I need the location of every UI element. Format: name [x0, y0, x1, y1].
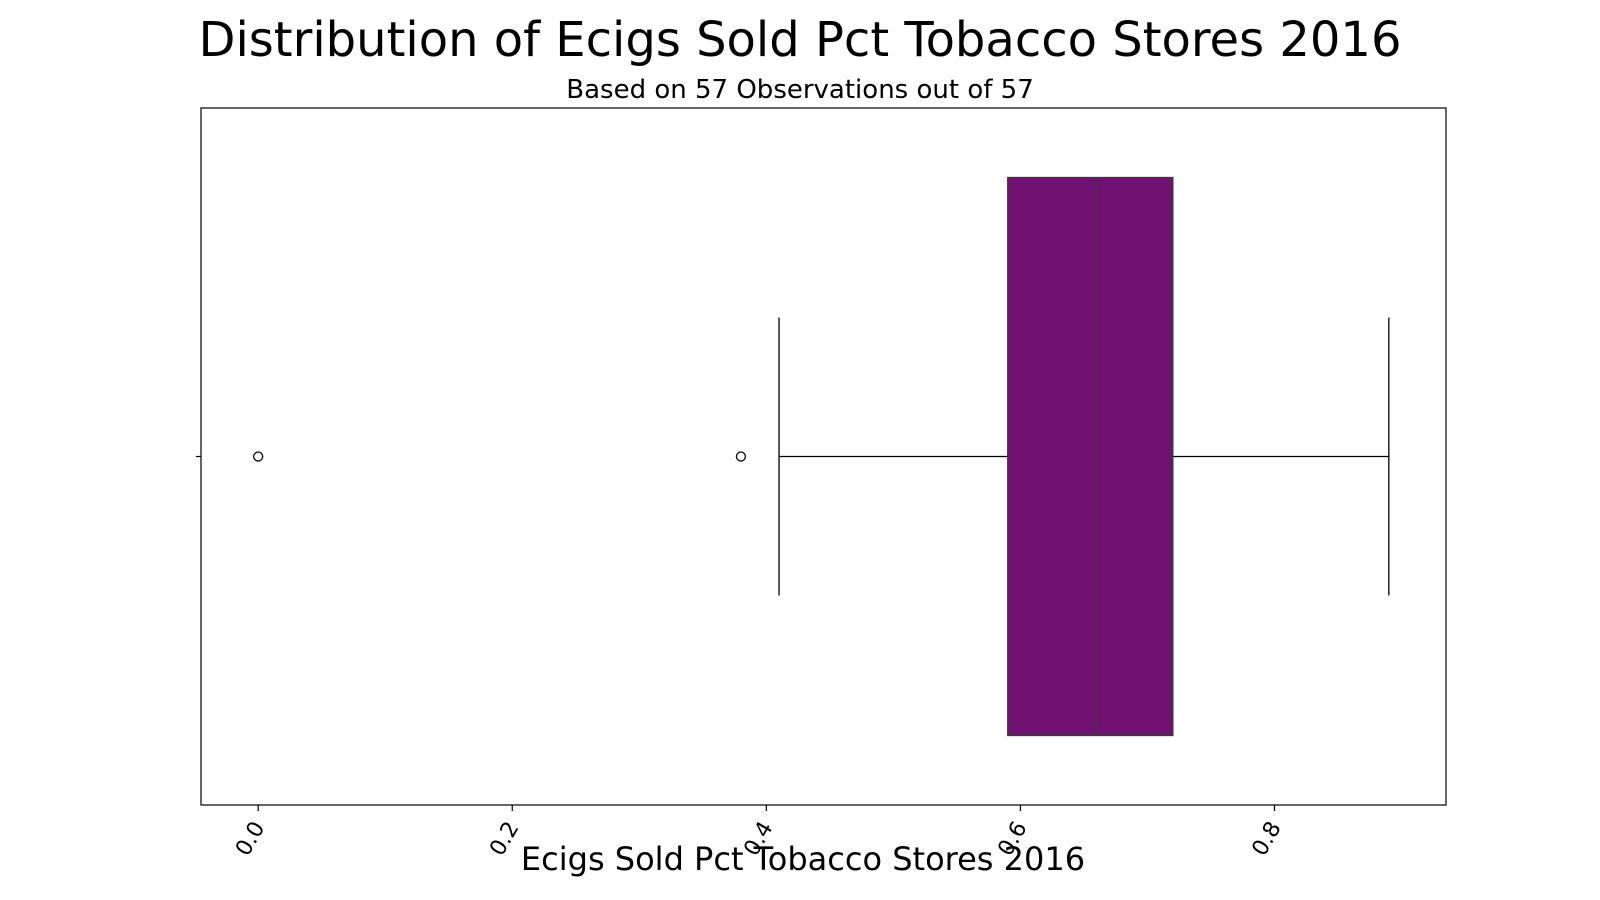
outlier-point	[253, 451, 264, 462]
x-axis-label: Ecigs Sold Pct Tobacco Stores 2016	[521, 840, 1085, 878]
outlier-point	[735, 451, 747, 462]
x-tick-label: 0.8	[1248, 818, 1287, 861]
x-tick-label: 0.0	[231, 818, 270, 861]
iqr-box	[1007, 176, 1174, 737]
chart-title: Distribution of Ecigs Sold Pct Tobacco S…	[198, 12, 1401, 68]
plot-frame	[200, 107, 1447, 806]
plot-area	[196, 176, 1390, 737]
x-tick-label: 0.2	[485, 818, 524, 861]
chart-subtitle: Based on 57 Observations out of 57	[566, 75, 1033, 105]
